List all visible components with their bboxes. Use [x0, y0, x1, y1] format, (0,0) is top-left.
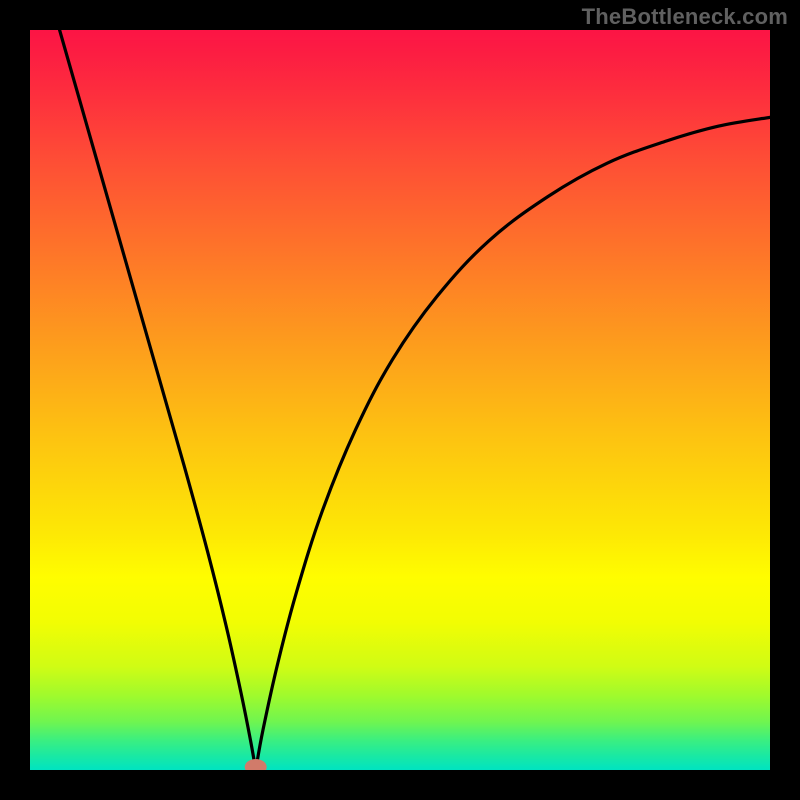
chart-frame: TheBottleneck.com: [0, 0, 800, 800]
plot-area: [30, 30, 770, 770]
bottleneck-curve: [60, 30, 770, 770]
curve-overlay: [30, 30, 770, 770]
watermark-text: TheBottleneck.com: [582, 4, 788, 30]
minimum-marker: [245, 759, 267, 770]
